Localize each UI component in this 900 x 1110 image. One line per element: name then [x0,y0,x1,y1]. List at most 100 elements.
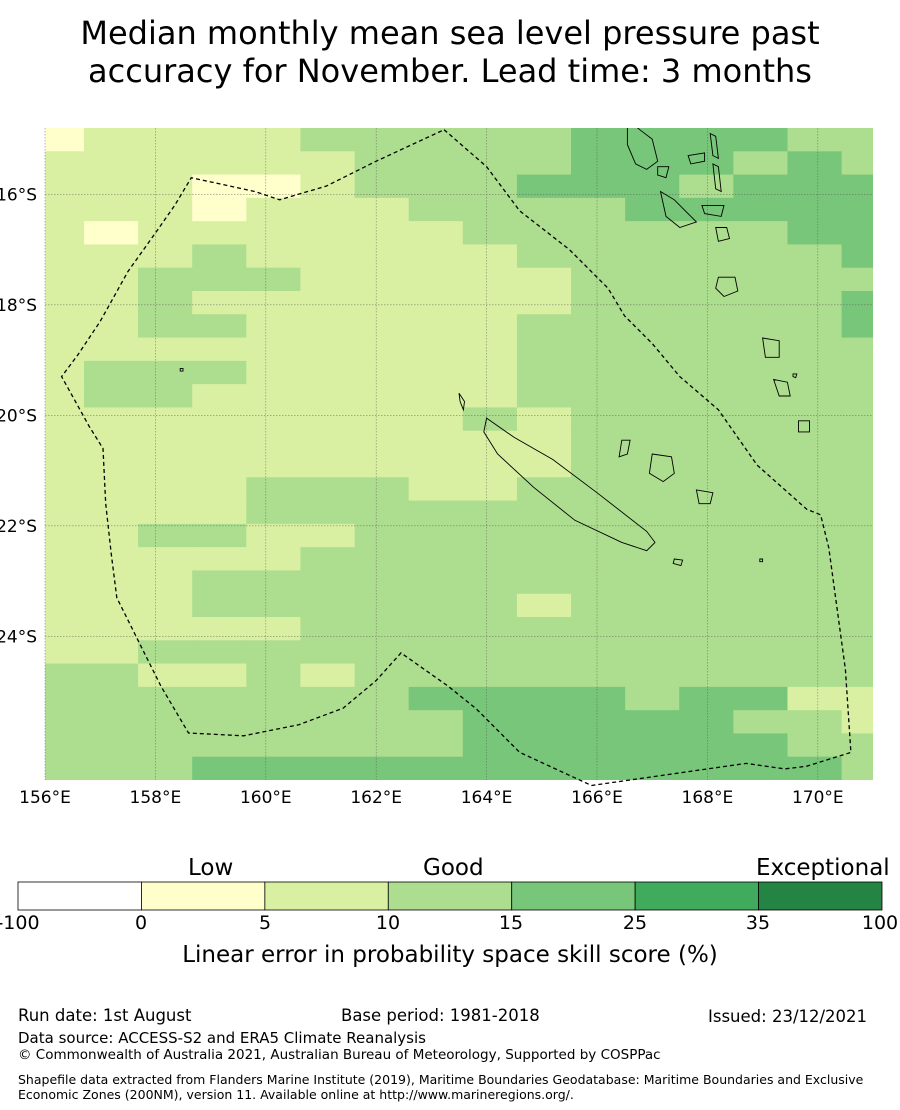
skill-cell [192,547,247,572]
map-panel[interactable]: 156°E 158°E 160°E 162°E 164°E 166°E 168°E 170°E… [0,120,896,808]
skill-cell [138,128,193,152]
skill-cell [733,756,789,780]
skill-cell [625,291,680,315]
skill-cell [571,640,626,665]
colorbar-segment [511,881,636,911]
skill-cell [625,617,680,641]
skill-cell [625,500,680,525]
skill-cell [679,291,734,315]
island-ile-des-pins [672,558,684,567]
skill-cell [45,384,85,409]
skill-cell [733,337,789,362]
skill-cell [787,128,843,152]
skill-cell [625,267,680,292]
skill-cell [300,523,356,548]
skill-cell [516,267,572,292]
skill-cell [679,360,734,385]
skill-cell [625,314,680,339]
skill-cell [83,593,139,618]
skill-cell [83,733,139,758]
skill-cell [516,291,572,315]
skill-cell [787,174,843,199]
skill-cell [246,267,302,292]
skill-cell [733,617,789,641]
skill-cell [462,407,518,432]
skill-cell [625,477,680,502]
skill-cell [354,197,410,222]
skill-cell [354,151,410,176]
skill-cell [462,500,518,525]
skill-cell [733,663,789,688]
skill-cell [138,710,193,735]
skill-cell [138,454,193,478]
skill-cell [83,500,139,525]
skill-cell [625,337,680,362]
run-date: Run date: 1st August [18,1006,192,1025]
lon-tick-label: 160°E [240,788,292,808]
skill-cell [462,686,518,711]
skill-cell [625,407,680,432]
skill-cell [83,337,139,362]
skill-cell [408,384,464,409]
skill-cell [516,663,572,688]
skill-cell [83,128,139,152]
skill-cell [516,617,572,641]
skill-cell [246,197,302,222]
skill-cell [192,244,247,269]
skill-cell [83,686,139,711]
skill-cell [841,454,873,478]
skill-cell [192,733,247,758]
skill-cell [841,430,873,455]
skill-cell [192,337,247,362]
skill-cell [45,221,85,246]
skill-cell [462,337,518,362]
skill-cell [83,151,139,176]
skill-cell [462,593,518,618]
skill-cell [733,384,789,409]
skill-cell [787,221,843,246]
skill-cell [138,733,193,758]
island-ambrym [701,204,725,217]
skill-cell [300,500,356,525]
skill-cell [516,640,572,665]
skill-cell [841,593,873,618]
skill-cell [679,686,734,711]
skill-cell [138,174,193,199]
skill-cell [300,221,356,246]
skill-cell [83,570,139,595]
skill-cell [192,710,247,735]
map-title-line-1: Median monthly mean sea level pressure p… [80,14,820,52]
colorbar-segment [17,881,142,911]
skill-cell [138,430,193,455]
lat-tick-label: 18°S [0,296,37,316]
skill-cell [354,710,410,735]
skill-cell [787,477,843,502]
skill-cell [300,128,356,152]
skill-cell [841,407,873,432]
skill-cell [841,197,873,222]
skill-cell [246,244,302,269]
skill-cell [571,244,626,269]
skill-cell [787,197,843,222]
lon-tick-label: 168°E [682,788,734,808]
island-grande-terre [483,417,656,552]
skill-cell [571,663,626,688]
skill-cell [300,151,356,176]
skill-cell [45,430,85,455]
skill-cell [787,384,843,409]
skill-cell [246,151,302,176]
skill-cell [462,523,518,548]
colorbar-label-good: Good [423,855,484,881]
skill-cell [516,314,572,339]
skill-cell [787,314,843,339]
skill-cell [192,570,247,595]
skill-cell [138,523,193,548]
skill-cell [138,570,193,595]
skill-cell [625,221,680,246]
skill-cell [733,686,789,711]
skill-cell [679,570,734,595]
island-ouvea [618,439,631,458]
skill-cell [571,291,626,315]
skill-cell [733,407,789,432]
skill-cell [571,407,626,432]
